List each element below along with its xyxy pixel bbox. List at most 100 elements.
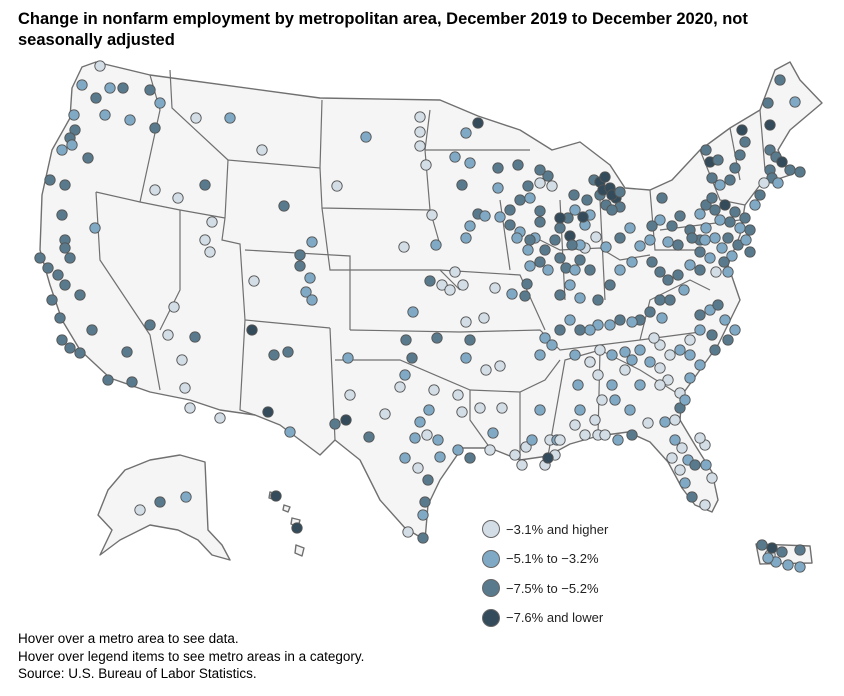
- metro-dot[interactable]: [59, 179, 71, 191]
- metro-dot[interactable]: [619, 346, 631, 358]
- metro-dot[interactable]: [684, 259, 696, 271]
- metro-dot[interactable]: [664, 294, 676, 306]
- metro-dot[interactable]: [246, 324, 258, 336]
- metro-dot[interactable]: [478, 312, 490, 324]
- metro-dot[interactable]: [554, 222, 566, 234]
- metro-dot[interactable]: [340, 414, 352, 426]
- metro-dot[interactable]: [144, 84, 156, 96]
- metro-dot[interactable]: [694, 432, 706, 444]
- metro-dot[interactable]: [509, 449, 521, 461]
- metro-dot[interactable]: [744, 246, 756, 258]
- metro-dot[interactable]: [484, 444, 496, 456]
- metro-dot[interactable]: [512, 159, 524, 171]
- metro-dot[interactable]: [68, 109, 80, 121]
- metro-dot[interactable]: [414, 416, 426, 428]
- metro-dot[interactable]: [124, 114, 136, 126]
- metro-dot[interactable]: [479, 210, 491, 222]
- metro-dot[interactable]: [99, 109, 111, 121]
- metro-dot[interactable]: [762, 97, 774, 109]
- metro-dot[interactable]: [492, 182, 504, 194]
- metro-dot[interactable]: [596, 394, 608, 406]
- metro-dot[interactable]: [431, 332, 443, 344]
- metro-dot[interactable]: [722, 334, 734, 346]
- metro-dot[interactable]: [102, 374, 114, 386]
- metro-dot[interactable]: [534, 177, 546, 189]
- metro-dot[interactable]: [306, 294, 318, 306]
- metro-dot[interactable]: [674, 344, 686, 356]
- metro-dot[interactable]: [656, 312, 668, 324]
- metro-dot[interactable]: [522, 180, 534, 192]
- metro-dot[interactable]: [456, 179, 468, 191]
- metro-dot[interactable]: [590, 231, 602, 243]
- metro-dot[interactable]: [420, 159, 432, 171]
- metro-dot[interactable]: [449, 151, 461, 163]
- metro-dot[interactable]: [694, 324, 706, 336]
- metro-dot[interactable]: [496, 402, 508, 414]
- metro-dot[interactable]: [574, 404, 586, 416]
- metro-dot[interactable]: [669, 414, 681, 426]
- metro-dot[interactable]: [449, 266, 461, 278]
- metro-dot[interactable]: [606, 349, 618, 361]
- metro-dot[interactable]: [574, 292, 586, 304]
- metro-dot[interactable]: [654, 266, 666, 278]
- metro-dot[interactable]: [614, 314, 626, 326]
- metro-dot[interactable]: [594, 344, 606, 356]
- metro-dot[interactable]: [606, 204, 618, 216]
- metro-dot[interactable]: [399, 369, 411, 381]
- legend-item-lower[interactable]: −7.6% and lower: [482, 607, 608, 629]
- metro-dot[interactable]: [428, 384, 440, 396]
- metro-dot[interactable]: [407, 306, 419, 318]
- metro-dot[interactable]: [574, 324, 586, 336]
- metro-dot[interactable]: [423, 404, 435, 416]
- metro-dot[interactable]: [199, 234, 211, 246]
- metro-dot[interactable]: [117, 82, 129, 94]
- metro-dot[interactable]: [584, 324, 596, 336]
- metro-dot[interactable]: [464, 157, 476, 169]
- metro-dot[interactable]: [726, 250, 738, 262]
- metro-dot[interactable]: [646, 256, 658, 268]
- metro-dot[interactable]: [394, 381, 406, 393]
- metro-dot[interactable]: [460, 316, 472, 328]
- metro-dot[interactable]: [604, 319, 616, 331]
- metro-dot[interactable]: [592, 319, 604, 331]
- legend-item-higher[interactable]: −3.1% and higher: [482, 518, 608, 540]
- metro-dot[interactable]: [564, 314, 576, 326]
- metro-dot[interactable]: [406, 352, 418, 364]
- metro-dot[interactable]: [679, 394, 691, 406]
- metro-dot[interactable]: [494, 211, 506, 223]
- metro-dot[interactable]: [756, 539, 768, 551]
- metro-dot[interactable]: [278, 200, 290, 212]
- metro-dot[interactable]: [199, 179, 211, 191]
- metro-dot[interactable]: [729, 206, 741, 218]
- metro-dot[interactable]: [460, 232, 472, 244]
- metro-dot[interactable]: [646, 220, 658, 232]
- metro-dot[interactable]: [76, 79, 88, 91]
- metro-dot[interactable]: [214, 412, 226, 424]
- metro-dot[interactable]: [634, 379, 646, 391]
- metro-dot[interactable]: [64, 342, 76, 354]
- legend-item-mid-low[interactable]: −7.5% to −5.2%: [482, 577, 608, 599]
- metro-dots[interactable]: [34, 60, 806, 573]
- metro-dot[interactable]: [789, 96, 801, 108]
- metro-dot[interactable]: [270, 490, 282, 502]
- metro-dot[interactable]: [684, 372, 696, 384]
- metro-dot[interactable]: [162, 329, 174, 341]
- metro-dot[interactable]: [654, 294, 666, 306]
- metro-dot[interactable]: [434, 451, 446, 463]
- metro-dot[interactable]: [581, 194, 593, 206]
- metro-dot[interactable]: [706, 172, 718, 184]
- metro-dot[interactable]: [412, 462, 424, 474]
- metro-dot[interactable]: [714, 214, 726, 226]
- metro-dot[interactable]: [291, 522, 303, 534]
- metro-dot[interactable]: [614, 232, 626, 244]
- metro-dot[interactable]: [782, 559, 794, 571]
- metro-dot[interactable]: [679, 477, 691, 489]
- metro-dot[interactable]: [149, 122, 161, 134]
- metro-dot[interactable]: [256, 144, 268, 156]
- metro-dot[interactable]: [432, 434, 444, 446]
- metro-dot[interactable]: [90, 92, 102, 104]
- metro-dot[interactable]: [59, 279, 71, 291]
- metro-dot[interactable]: [694, 359, 706, 371]
- metro-dot[interactable]: [592, 369, 604, 381]
- metro-dot[interactable]: [729, 324, 741, 336]
